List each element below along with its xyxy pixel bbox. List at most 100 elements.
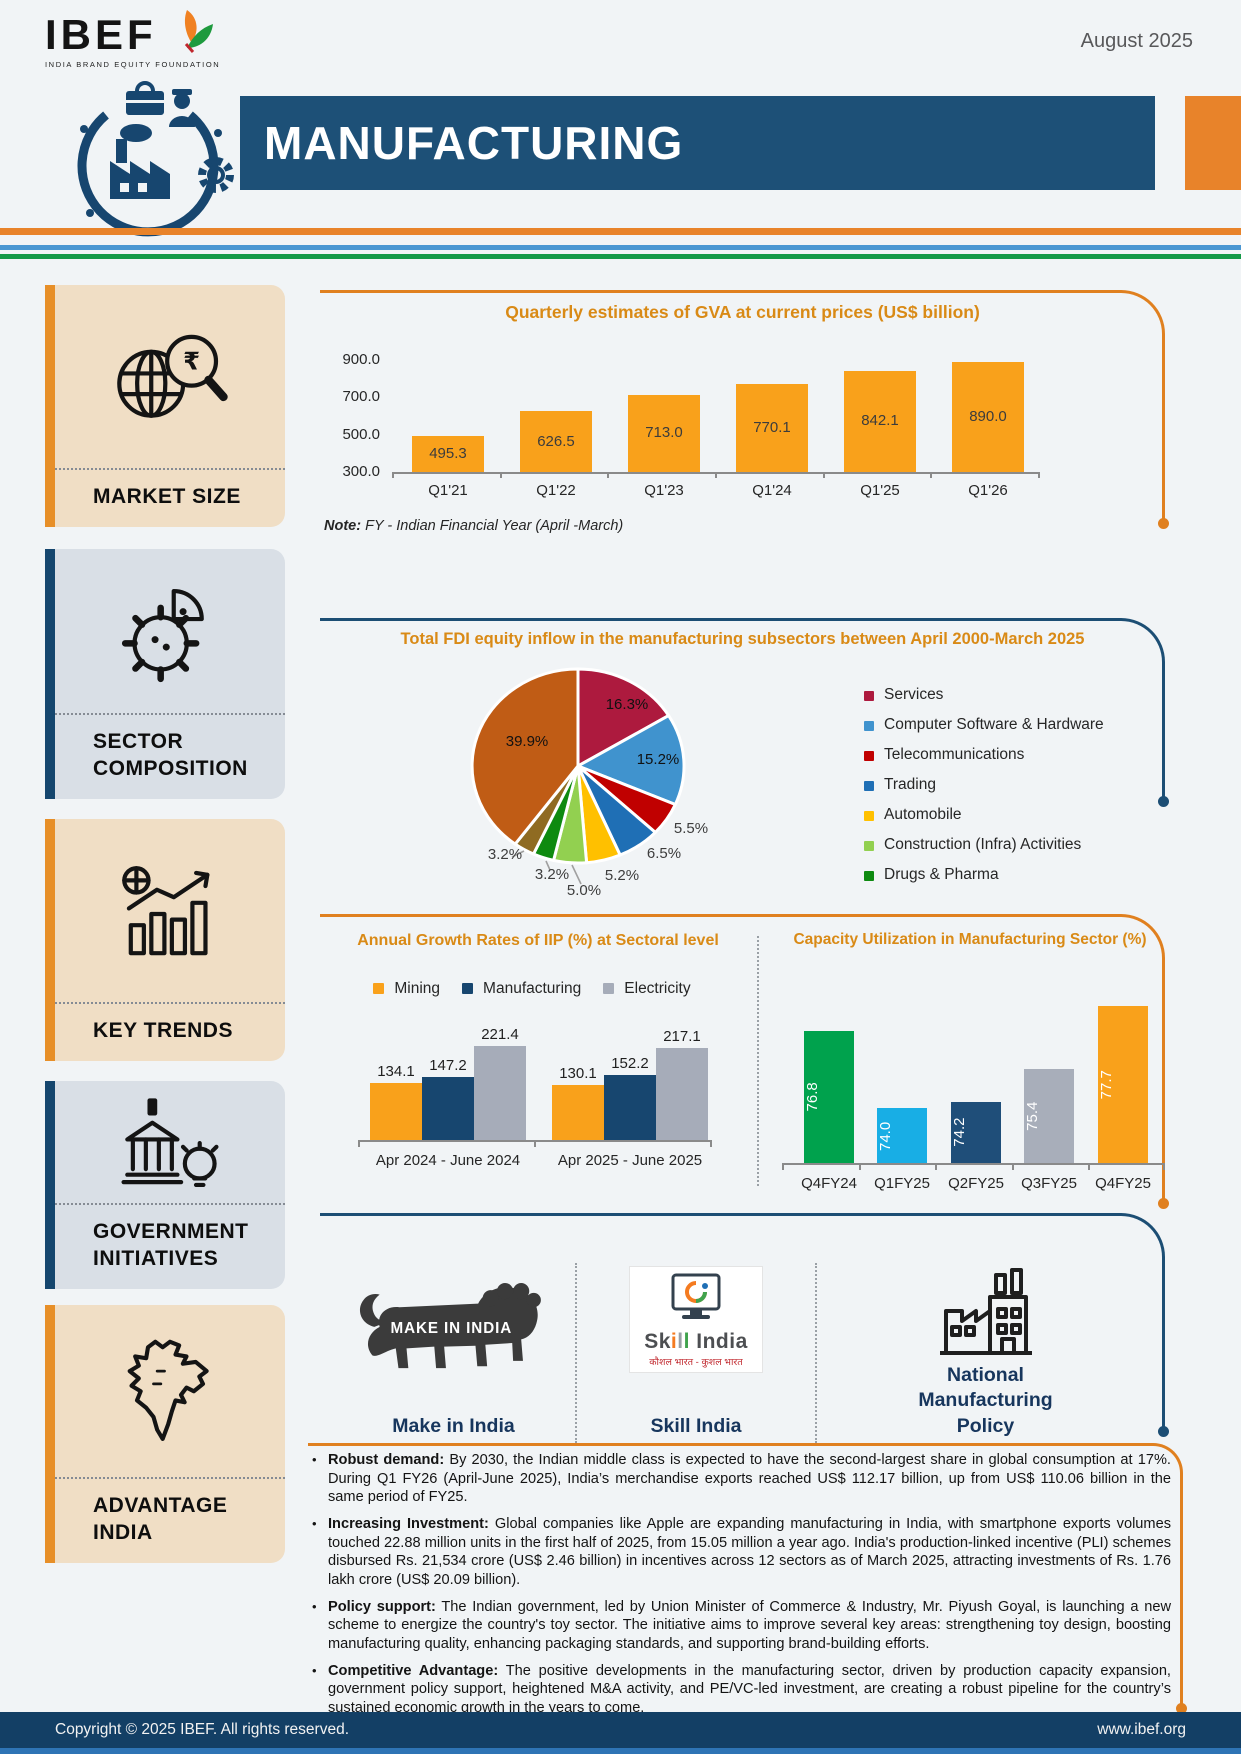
skill-india-logo-tagline: कौशल भारत - कुशल भारत xyxy=(649,1357,743,1369)
bullet-increasing-investment: • Increasing Investment: Global companie… xyxy=(312,1515,1171,1590)
logo-letter: i xyxy=(670,1330,678,1353)
initiative-label-make-in-india: Make in India xyxy=(392,1414,515,1437)
pie-slice-label: 3.2% xyxy=(535,866,569,883)
initiative-make-in-india: MAKE IN INDIA Make in India xyxy=(332,1263,577,1443)
legend-swatch xyxy=(864,691,874,701)
bar-value-label: 217.1 xyxy=(663,1027,701,1045)
capacity-chart-title: Capacity Utilization in Manufacturing Se… xyxy=(793,931,1147,948)
pie-slice-label: 39.9% xyxy=(506,733,549,750)
gva-bar xyxy=(736,384,808,472)
legend-label: Mining xyxy=(394,980,441,997)
bullet-text: The Indian government, led by Union Mini… xyxy=(328,1598,1172,1653)
initiative-label-skill-india: Skill India xyxy=(650,1414,742,1437)
section-advantage-india: • Robust demand: By 2030, the Indian mid… xyxy=(308,1443,1187,1716)
logo-letter: Sk xyxy=(644,1330,671,1353)
bar-value-label: 495.3 xyxy=(429,444,467,462)
bullet-competitive-advantage: • Competitive Advantage: The positive de… xyxy=(312,1662,1171,1718)
legend-swatch xyxy=(603,983,615,994)
gear-icon xyxy=(198,157,234,193)
legend-item: Automobile xyxy=(864,806,1114,824)
axis-tick xyxy=(534,1140,536,1147)
sidebar-card-sector-composition: SECTOR COMPOSITION xyxy=(45,549,285,799)
stripe-green xyxy=(0,254,1241,259)
pie-slice-label: 5.0% xyxy=(567,882,601,898)
logo-letter: l xyxy=(677,1330,684,1353)
pie-slice-label: 5.5% xyxy=(674,820,708,837)
sidebar-card-advantage-india: ADVANTAGE INDIA xyxy=(45,1305,285,1563)
pie-slice-label: 5.2% xyxy=(605,867,639,884)
axis-tick xyxy=(1163,1163,1165,1170)
legend-swatch xyxy=(373,983,385,994)
initiative-label-national-manufacturing-policy: National Manufacturing Policy xyxy=(918,1363,1053,1437)
note-text: FY - Indian Financial Year (April -March… xyxy=(361,518,624,534)
legend-item: Drugs & Pharma xyxy=(864,866,1114,884)
sidebar-card-market-size: ₹ MARKET SIZE xyxy=(45,285,285,527)
monitor-swirl-icon xyxy=(671,1273,721,1319)
axis-tick xyxy=(782,1163,784,1170)
leaf-icon xyxy=(173,8,219,65)
bar-value-label: 130.1 xyxy=(559,1064,597,1082)
ibef-logo-text: IBEF xyxy=(45,11,157,58)
axis-tick xyxy=(607,472,609,478)
capacity-bar: 74.0 xyxy=(877,1107,927,1163)
x-category-label: Q4FY25 xyxy=(1095,1175,1151,1192)
legend-swatch xyxy=(864,871,874,881)
label-leader-line xyxy=(571,864,582,885)
label-leader-line xyxy=(511,850,525,858)
card-divider xyxy=(55,1202,285,1205)
capacity-bar: 74.2 xyxy=(951,1102,1001,1163)
gva-bar xyxy=(520,411,592,472)
bullet-lead: Robust demand: xyxy=(328,1452,445,1468)
axis-tick xyxy=(1038,472,1040,478)
bar-value-label: 842.1 xyxy=(861,412,899,430)
legend-label: Services xyxy=(884,686,944,703)
iip-chart-legend: Mining Manufacturing Electricity xyxy=(320,980,744,998)
x-category-label: Q4FY24 xyxy=(801,1175,857,1192)
bullet-policy-support: • Policy support: The Indian government,… xyxy=(312,1598,1171,1654)
bar-value-label: 221.4 xyxy=(481,1025,519,1043)
bar-value-label: 626.5 xyxy=(537,432,575,450)
card-divider xyxy=(55,712,285,715)
legend-swatch xyxy=(864,811,874,821)
pie-slice-label: 15.2% xyxy=(637,751,680,768)
toolbox-icon xyxy=(126,81,164,115)
legend-label: Telecommunications xyxy=(884,746,1025,763)
manufacturing-hero-icon xyxy=(48,74,248,245)
card-divider xyxy=(55,468,285,471)
footer-website-link[interactable]: www.ibef.org xyxy=(1097,1721,1186,1738)
sidebar-label-market-size: MARKET SIZE xyxy=(93,485,241,509)
factory-icon xyxy=(110,124,170,199)
ibef-logo-tagline: INDIA BRAND EQUITY FOUNDATION xyxy=(45,60,221,69)
capacity-bar: 77.7 xyxy=(1098,1005,1148,1163)
capacity-bar: 76.8 xyxy=(804,1030,854,1163)
logo-letter: India xyxy=(689,1330,748,1353)
bar-value-label: 152.2 xyxy=(611,1055,649,1073)
make-in-india-lion-logo: MAKE IN INDIA xyxy=(359,1283,541,1369)
make-in-india-logo-text: MAKE IN INDIA xyxy=(390,1320,512,1337)
fdi-pie-legend: Services Computer Software & Hardware Tele… xyxy=(864,686,1114,896)
logo-letter: l xyxy=(683,1330,690,1353)
chart-divider xyxy=(757,936,759,1186)
section-market-size: Quarterly estimates of GVA at current pr… xyxy=(320,290,1169,610)
x-category-label: Apr 2024 - June 2024 xyxy=(375,1152,521,1169)
issue-date: August 2025 xyxy=(1080,30,1193,52)
banner-accent-block xyxy=(1185,96,1241,190)
bullet-dot: • xyxy=(312,1662,317,1678)
bullet-dot: • xyxy=(312,1598,317,1614)
x-category-label: Q2FY25 xyxy=(948,1175,1004,1192)
bar-value-label: 770.1 xyxy=(753,419,791,437)
gear-pie-icon xyxy=(55,549,285,713)
legend-swatch xyxy=(462,983,474,994)
legend-item: Manufacturing xyxy=(462,980,581,998)
iip-bar xyxy=(656,1047,708,1140)
initiative-national-manufacturing-policy: National Manufacturing Policy xyxy=(817,1263,1154,1443)
pie-slice-label: 16.3% xyxy=(606,696,649,713)
legend-swatch xyxy=(864,721,874,731)
pie-slice-label: 3.2% xyxy=(488,846,522,863)
legend-item: Services xyxy=(864,686,1114,704)
legend-item: Electricity xyxy=(603,980,691,998)
legend-item: Trading xyxy=(864,776,1114,794)
bar-value-label: 147.2 xyxy=(429,1057,467,1075)
card-divider xyxy=(55,1002,285,1005)
